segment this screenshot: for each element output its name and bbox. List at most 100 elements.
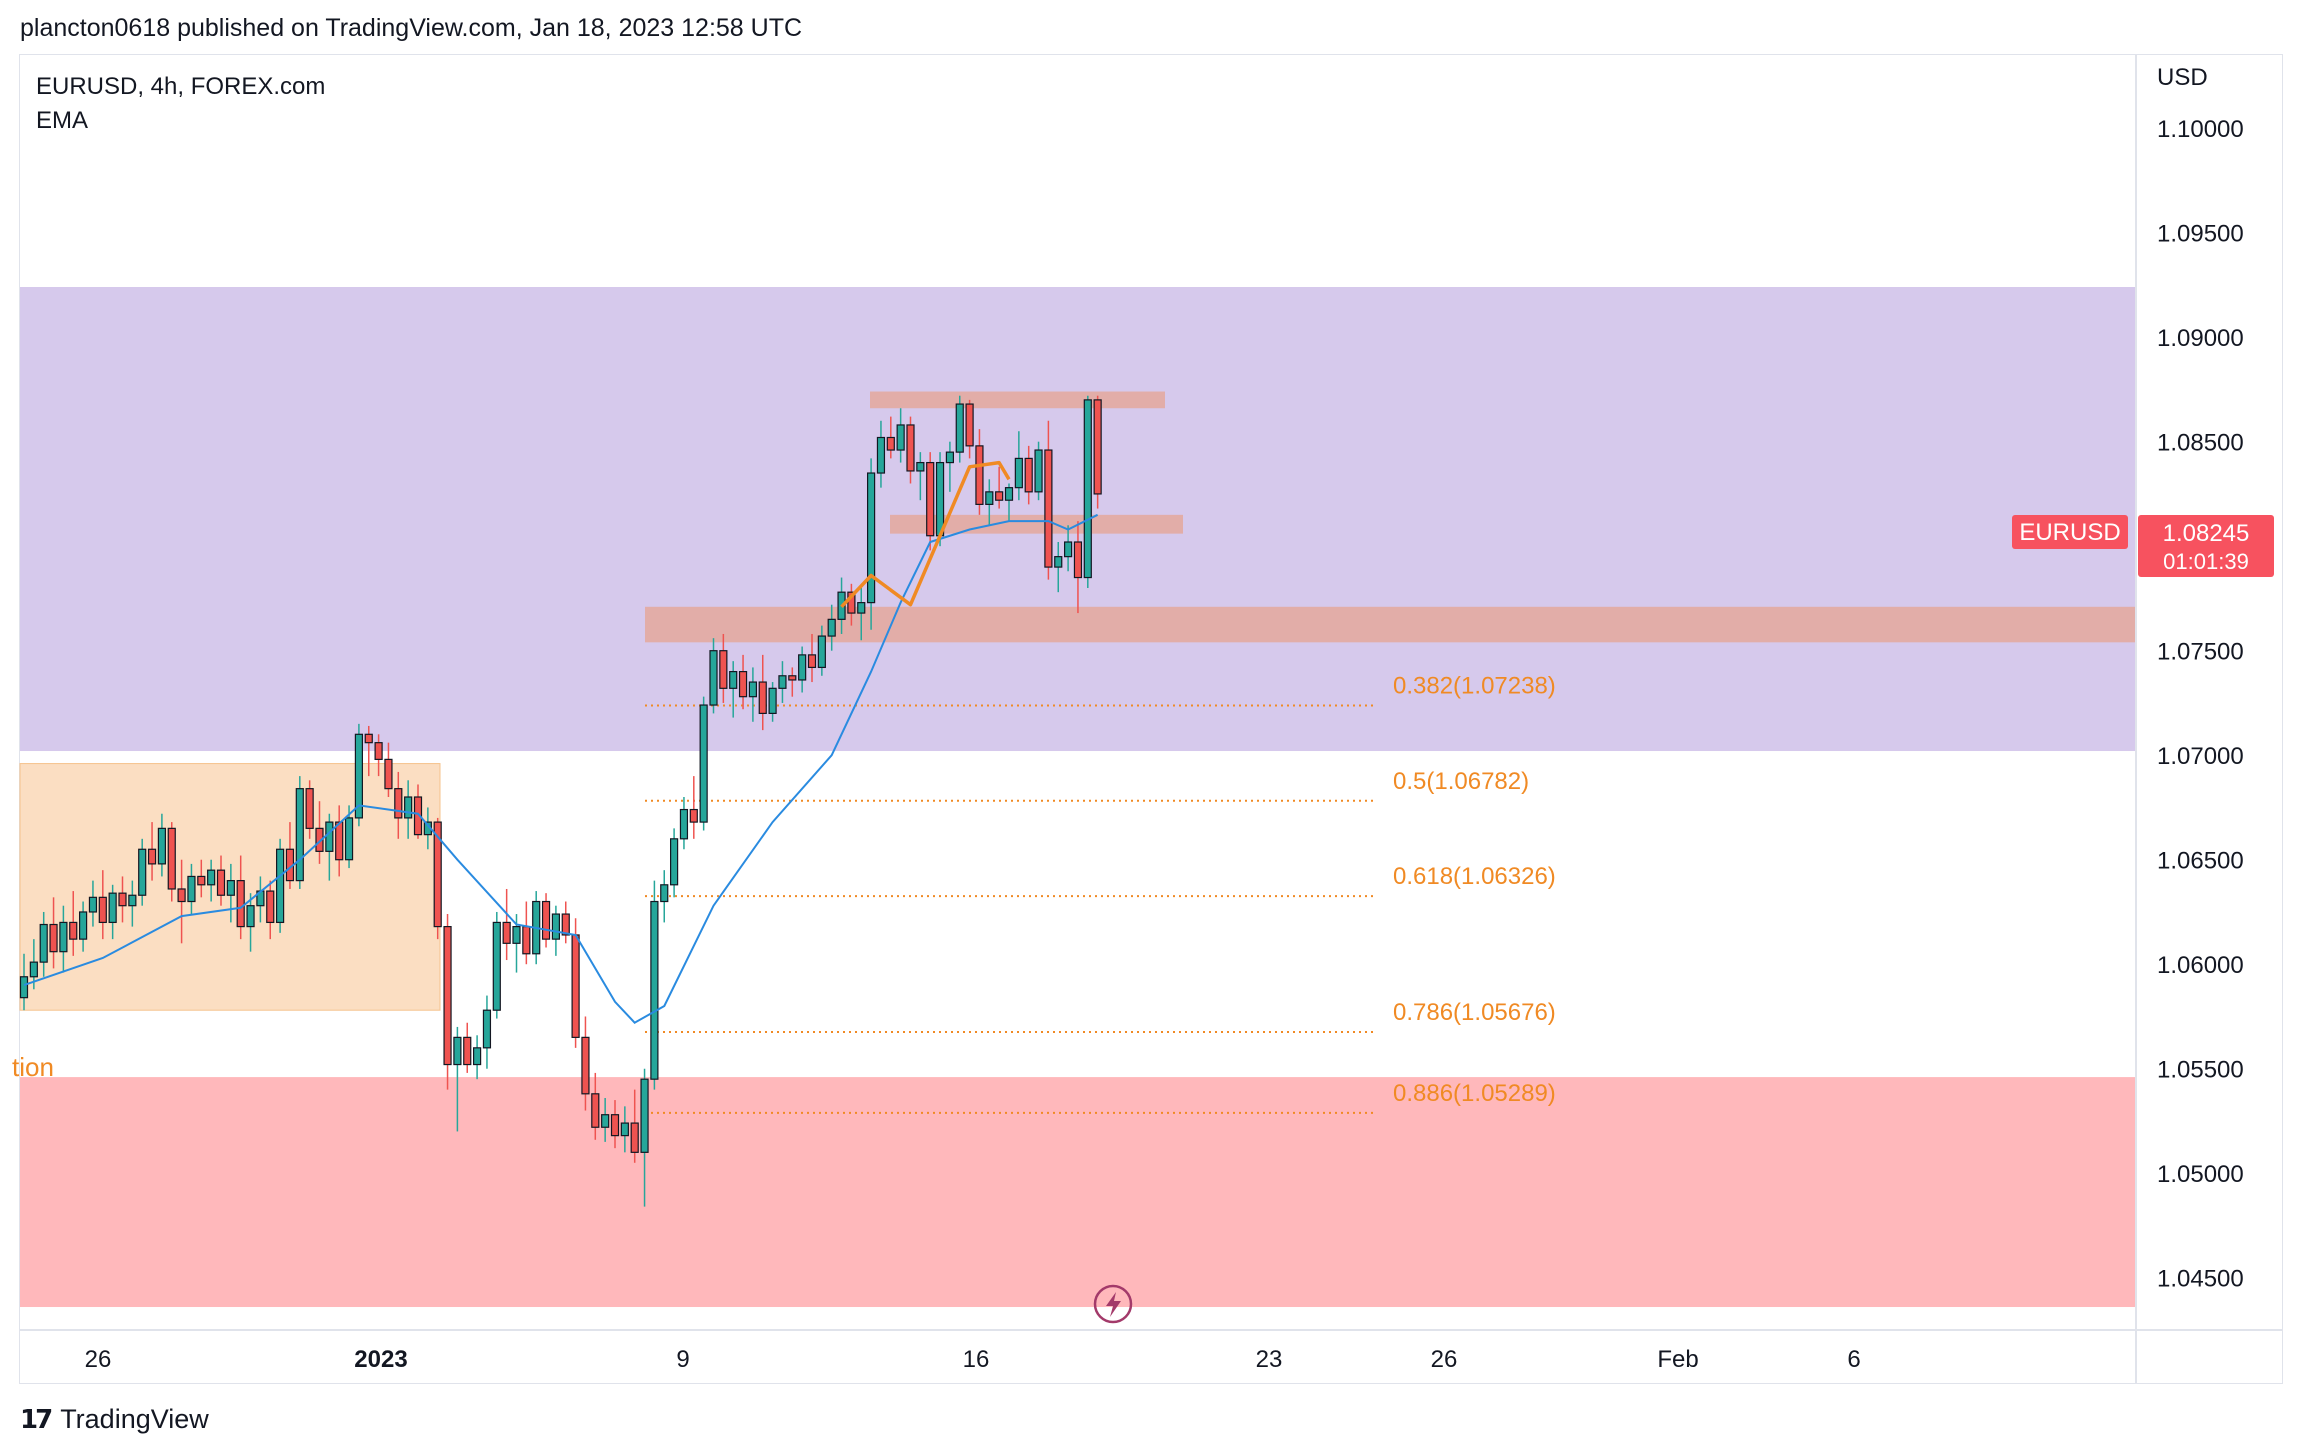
candle xyxy=(995,466,1004,509)
candle xyxy=(1063,525,1073,572)
candle-body xyxy=(295,788,304,882)
candle xyxy=(463,1022,472,1073)
candle xyxy=(866,458,876,630)
candle xyxy=(1093,395,1102,509)
candle-body xyxy=(88,896,98,913)
price-tick: 1.07000 xyxy=(2157,743,2244,770)
price-tick: 1.10000 xyxy=(2157,116,2244,143)
candle xyxy=(167,822,176,902)
candle-body xyxy=(98,896,107,924)
candle-body xyxy=(236,880,245,928)
candle-body xyxy=(157,827,166,865)
time-tick: 2023 xyxy=(354,1346,407,1373)
candle-body xyxy=(177,888,186,903)
candle-body xyxy=(768,687,777,715)
price-tick: 1.09000 xyxy=(2157,325,2244,352)
lightning-icon[interactable] xyxy=(1093,1284,1133,1324)
candle xyxy=(916,452,925,501)
candle-body xyxy=(886,436,895,451)
price-tick: 1.06500 xyxy=(2157,848,2244,875)
candle xyxy=(404,780,413,839)
candle-body xyxy=(512,925,521,944)
candle xyxy=(896,408,905,463)
candle-body xyxy=(650,900,659,1080)
candle-body xyxy=(502,921,511,944)
candle-body xyxy=(610,1114,620,1137)
zone-label: tion xyxy=(12,1052,54,1082)
candle xyxy=(207,859,216,902)
candle-body xyxy=(492,921,501,1011)
candle-body xyxy=(305,788,314,829)
candle xyxy=(1073,521,1083,614)
candle xyxy=(59,905,68,973)
candle xyxy=(187,863,196,915)
candle xyxy=(778,661,787,703)
axes-layer: 1.100001.095001.090001.085001.080001.075… xyxy=(20,55,2283,1384)
candle xyxy=(315,801,324,864)
candle-body xyxy=(857,602,866,614)
fib-label: 0.786(1.05676) xyxy=(1393,999,1556,1026)
candle-body xyxy=(29,961,38,978)
price-tick: 1.06000 xyxy=(2157,952,2244,979)
candle xyxy=(305,780,314,839)
candle xyxy=(108,884,117,940)
fib-label: 0.382(1.07238) xyxy=(1393,672,1556,699)
candle xyxy=(876,420,886,488)
symbol-label: EURUSD, 4h, FOREX.com xyxy=(36,73,326,100)
candle-body xyxy=(995,491,1004,501)
candle xyxy=(49,897,58,969)
candle-body xyxy=(216,869,226,896)
candle-body xyxy=(108,892,117,924)
time-tick: Feb xyxy=(1657,1346,1698,1373)
candle-body xyxy=(522,925,531,955)
candle xyxy=(729,661,738,718)
zones-layer xyxy=(19,287,2136,1308)
price-tick: 1.04500 xyxy=(2157,1266,2244,1293)
candle xyxy=(98,870,107,940)
candle xyxy=(699,696,708,831)
candle xyxy=(689,776,698,839)
candle-body xyxy=(916,461,925,472)
candle xyxy=(955,395,964,463)
candle-body xyxy=(325,821,334,852)
candle-body xyxy=(541,900,551,940)
fib-label: 0.5(1.06782) xyxy=(1393,768,1529,795)
candle-body xyxy=(798,654,807,681)
candle xyxy=(985,479,994,526)
candle xyxy=(758,654,767,731)
tradingview-logo-icon: 17 xyxy=(20,1404,53,1435)
tradingview-logo[interactable]: 17 TradingView xyxy=(20,1404,209,1435)
candle-body xyxy=(404,796,413,819)
candle-body xyxy=(729,670,738,689)
candle xyxy=(798,646,807,693)
candle xyxy=(581,1016,590,1111)
candle xyxy=(945,441,955,492)
candle xyxy=(246,893,255,952)
candle-body xyxy=(591,1093,600,1128)
candle xyxy=(886,416,895,459)
lightning-icon-ring xyxy=(1093,1284,1133,1324)
candle xyxy=(138,838,147,906)
ema-layer xyxy=(23,513,1099,1024)
candle xyxy=(561,901,570,944)
candle xyxy=(492,911,501,1019)
candle-body xyxy=(866,472,876,604)
candle-body xyxy=(335,821,344,861)
candle-body xyxy=(1034,449,1043,493)
candle xyxy=(669,828,679,898)
candle-body xyxy=(1024,457,1033,493)
candle xyxy=(344,805,354,869)
candle-body xyxy=(413,796,423,836)
candle-body xyxy=(344,817,354,861)
candle-body xyxy=(926,461,935,537)
candle xyxy=(236,855,245,940)
ema-line xyxy=(23,513,1099,1024)
candle xyxy=(453,1026,462,1132)
candle xyxy=(502,888,511,961)
candle-body xyxy=(433,821,442,928)
symbol-price-tag-label: EURUSD xyxy=(2019,519,2120,546)
candle-countdown: 01:01:39 xyxy=(2163,549,2249,574)
candle xyxy=(394,771,403,839)
candle-body xyxy=(167,827,176,890)
